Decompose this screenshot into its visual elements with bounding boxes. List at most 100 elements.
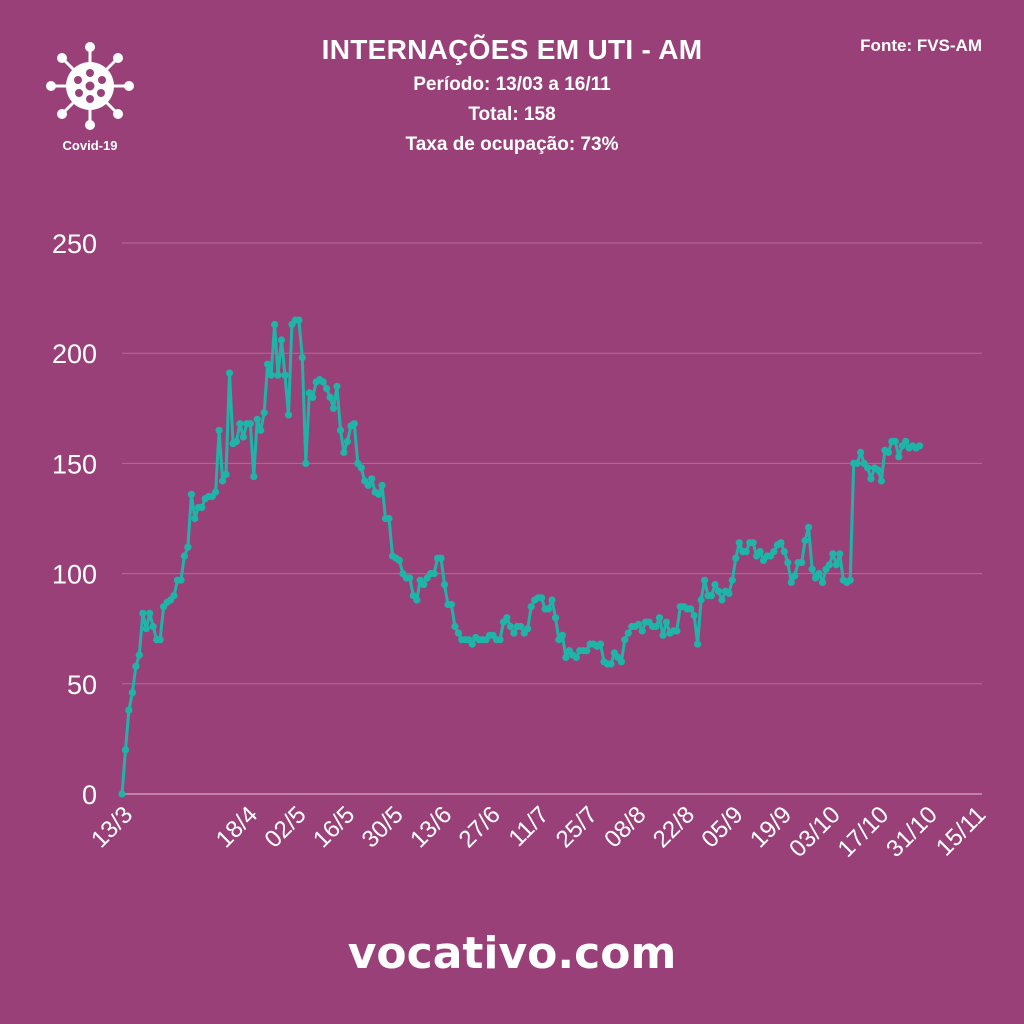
data-point — [780, 548, 788, 556]
data-point — [222, 470, 230, 478]
data-point — [655, 614, 664, 622]
x-tick-label: 22/8 — [648, 801, 700, 853]
data-point — [524, 625, 532, 633]
data-point — [732, 554, 740, 562]
data-point — [784, 559, 792, 567]
data-point — [825, 561, 834, 569]
data-point — [874, 466, 882, 474]
data-point — [607, 660, 615, 668]
data-point — [864, 464, 872, 472]
data-point — [378, 481, 386, 489]
data-point — [267, 371, 275, 379]
chart-title: INTERNAÇÕES EM UTI - AM — [321, 34, 703, 65]
data-point — [239, 433, 247, 441]
data-point — [343, 437, 351, 445]
data-point — [271, 320, 279, 329]
data-point — [621, 636, 629, 644]
data-point — [135, 651, 143, 659]
data-point — [694, 640, 702, 648]
data-point — [336, 426, 345, 434]
data-point — [902, 437, 910, 445]
data-point — [298, 354, 306, 362]
data-point — [818, 578, 827, 587]
data-point — [468, 640, 476, 648]
data-point — [447, 600, 455, 609]
data-point — [697, 596, 705, 604]
data-point — [562, 653, 570, 662]
data-point — [125, 706, 133, 714]
data-point — [295, 316, 303, 324]
data-point — [624, 629, 632, 637]
data-point — [770, 548, 778, 556]
period-text: Período: 13/03 a 16/11 — [413, 74, 611, 95]
data-point — [274, 371, 282, 379]
data-point — [277, 336, 286, 344]
data-point — [506, 622, 514, 631]
data-point — [711, 581, 719, 589]
data-point — [180, 552, 188, 560]
chart-header: INTERNAÇÕES EM UTI - AM Período: 13/03 a… — [250, 34, 774, 156]
data-point — [527, 603, 535, 611]
data-point — [728, 576, 736, 584]
x-tick-label: 25/7 — [551, 801, 603, 853]
data-point — [350, 420, 358, 428]
y-tick-label: 200 — [52, 339, 97, 369]
footer-site: vocativo.com — [347, 928, 677, 979]
y-tick-label: 150 — [52, 449, 97, 479]
data-point — [232, 437, 240, 445]
data-point — [281, 371, 289, 379]
source-label: Fonte: FVS-AM — [860, 36, 982, 55]
data-point — [544, 605, 553, 613]
data-point — [548, 596, 556, 604]
y-tick-label: 0 — [82, 780, 97, 810]
data-point — [662, 618, 671, 626]
data-point — [707, 592, 716, 600]
data-point — [184, 543, 192, 551]
data-point — [284, 411, 293, 419]
data-point — [638, 627, 646, 635]
data-point — [139, 609, 147, 617]
data-point — [853, 459, 861, 467]
data-point — [538, 594, 546, 602]
data-point — [128, 689, 136, 697]
data-point — [406, 574, 414, 582]
data-point — [170, 592, 178, 600]
x-tick-label: 16/5 — [308, 801, 360, 853]
data-point — [357, 464, 365, 472]
x-tick-label: 30/5 — [357, 801, 409, 853]
data-point — [742, 548, 750, 556]
data-point — [829, 550, 837, 558]
data-point — [246, 420, 254, 428]
series-line — [120, 318, 921, 795]
data-point — [187, 490, 195, 498]
data-point — [413, 596, 421, 604]
data-point — [253, 415, 261, 423]
data-point — [551, 614, 560, 622]
x-tick-label: 11/7 — [504, 801, 555, 852]
x-tick-label: 02/5 — [260, 801, 312, 853]
data-point — [177, 576, 185, 584]
data-point — [735, 539, 743, 547]
data-point — [503, 614, 511, 622]
virus-icon — [46, 42, 134, 130]
data-point — [319, 378, 327, 386]
data-point — [385, 514, 393, 523]
data-point — [877, 477, 886, 485]
data-point — [725, 589, 733, 598]
data-point — [777, 539, 785, 547]
data-point — [916, 442, 924, 450]
data-point — [198, 503, 206, 512]
occupancy-text: Taxa de ocupação: 73% — [405, 134, 619, 155]
data-point — [219, 477, 227, 485]
data-point — [787, 578, 795, 587]
data-point — [673, 627, 681, 635]
data-point — [891, 437, 899, 445]
data-point — [517, 622, 525, 631]
total-text: Total: 158 — [468, 104, 556, 125]
x-tick-label: 08/8 — [599, 801, 651, 853]
data-point — [309, 393, 317, 401]
data-point — [146, 609, 154, 617]
y-tick-label: 250 — [52, 229, 97, 259]
data-point — [368, 475, 376, 483]
